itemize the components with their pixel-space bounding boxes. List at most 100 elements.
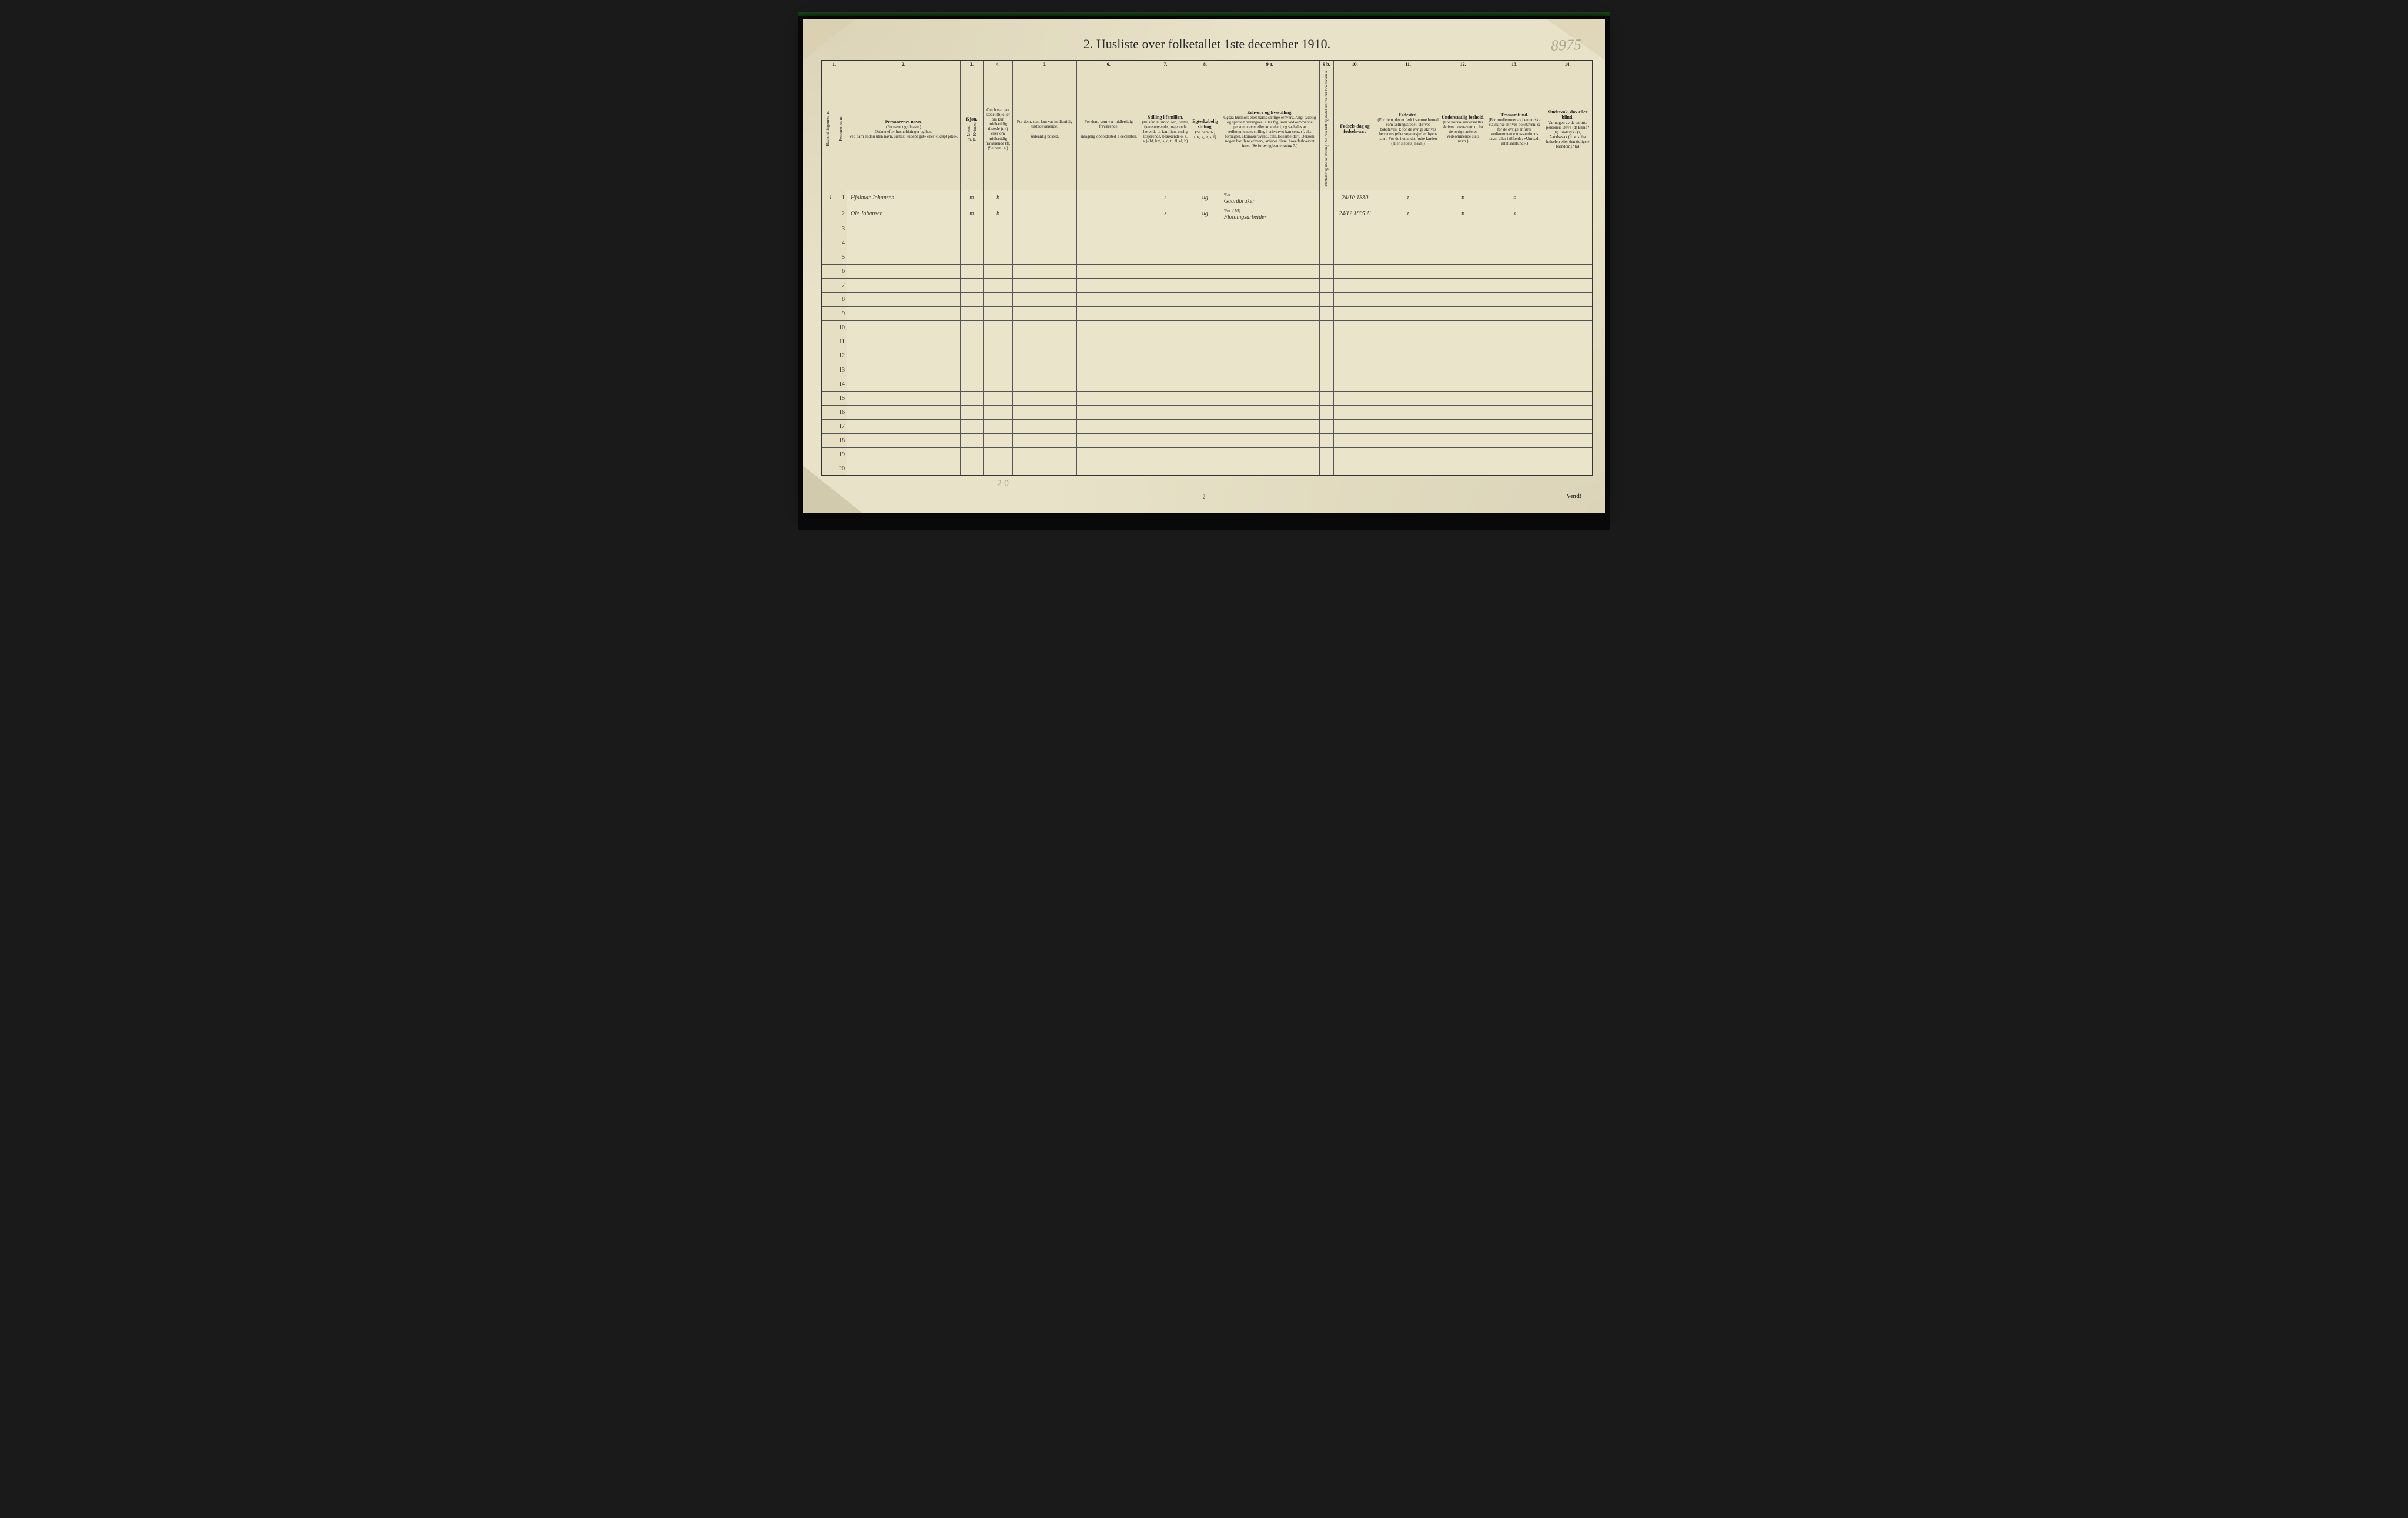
- cell-birthplace: t: [1376, 206, 1440, 222]
- cell-hh-nr: [821, 250, 834, 264]
- cell-empty: [1076, 391, 1141, 405]
- cell-empty: [1141, 405, 1190, 419]
- cell-hh-nr: [821, 419, 834, 433]
- cell-empty: [1333, 292, 1376, 306]
- cell-sex: [961, 320, 984, 335]
- cell-empty: [1440, 306, 1486, 320]
- cell-empty: [1486, 250, 1543, 264]
- cell-empty: [1486, 405, 1543, 419]
- cell-empty: [1333, 236, 1376, 250]
- cell-empty: [983, 363, 1013, 377]
- cell-sex: [961, 433, 984, 447]
- table-row: 14: [821, 377, 1593, 391]
- cell-empty: [1543, 320, 1593, 335]
- cell-empty: [1333, 447, 1376, 462]
- cell-sex: [961, 447, 984, 462]
- cell-empty: [1220, 222, 1319, 236]
- cell-empty: [1543, 335, 1593, 349]
- cell-empty: [983, 447, 1013, 462]
- cell-empty: [1319, 335, 1333, 349]
- cell-empty: [1333, 278, 1376, 292]
- cell-hh-nr: [821, 462, 834, 476]
- cell-empty: [1440, 264, 1486, 278]
- table-row: 17: [821, 419, 1593, 433]
- cell-birthdate: 24/12 1895 !!: [1333, 206, 1376, 222]
- cell-empty: [1333, 222, 1376, 236]
- cell-empty: [1013, 335, 1077, 349]
- cell-empty: [1076, 363, 1141, 377]
- cell-name: [847, 278, 960, 292]
- cell-hh-nr: [821, 349, 834, 363]
- cell-name: [847, 292, 960, 306]
- top-green-bar: [798, 12, 1610, 16]
- cell-person-nr: 17: [834, 419, 847, 433]
- cell-name: [847, 335, 960, 349]
- cell-empty: [1376, 447, 1440, 462]
- cell-empty: [1190, 419, 1220, 433]
- cell-empty: [1076, 278, 1141, 292]
- cell-empty: [1013, 377, 1077, 391]
- header-hh-nr: Husholdningernes nr.: [821, 68, 834, 190]
- cell-name: [847, 405, 960, 419]
- cell-empty: [1486, 264, 1543, 278]
- cell-occupation: %o. (10)Flötningsarbeider: [1220, 206, 1319, 222]
- cell-family-status: s: [1141, 190, 1190, 206]
- cell-hh-nr: [821, 320, 834, 335]
- cell-sex: [961, 292, 984, 306]
- colnum-10: 10.: [1333, 61, 1376, 68]
- cell-empty: [1333, 335, 1376, 349]
- table-row: 15: [821, 391, 1593, 405]
- cell-sex: [961, 278, 984, 292]
- cell-empty: [1376, 405, 1440, 419]
- cell-name: [847, 391, 960, 405]
- cell-empty: [1190, 433, 1220, 447]
- cell-nationality: n: [1440, 190, 1486, 206]
- document-page: 8975 2. Husliste over folketallet 1ste d…: [803, 19, 1605, 513]
- table-row: 3: [821, 222, 1593, 236]
- cell-empty: [1141, 306, 1190, 320]
- cell-empty: [1333, 320, 1376, 335]
- cell-empty: [1220, 419, 1319, 433]
- cell-empty: [1220, 250, 1319, 264]
- cell-empty: [1013, 264, 1077, 278]
- colnum-3: 3.: [961, 61, 984, 68]
- cell-person-nr: 3: [834, 222, 847, 236]
- cell-empty: [1076, 250, 1141, 264]
- cell-empty: [1319, 462, 1333, 476]
- census-table: 1. 2. 3. 4. 5. 6. 7. 8. 9 a. 9 b. 10. 11…: [821, 60, 1593, 476]
- table-row: 5: [821, 250, 1593, 264]
- cell-empty: [1376, 419, 1440, 433]
- cell-marital: ug: [1190, 206, 1220, 222]
- table-row: 9: [821, 306, 1593, 320]
- cell-empty: [983, 335, 1013, 349]
- cell-empty: [1319, 264, 1333, 278]
- cell-name: [847, 363, 960, 377]
- cell-hh-nr: [821, 363, 834, 377]
- cell-empty: [1319, 278, 1333, 292]
- cell-faith: s: [1486, 190, 1543, 206]
- cell-person-nr: 9: [834, 306, 847, 320]
- table-row: 10: [821, 320, 1593, 335]
- cell-empty: [1319, 391, 1333, 405]
- cell-disability: [1543, 190, 1593, 206]
- cell-empty: [1076, 405, 1141, 419]
- cell-empty: [1190, 391, 1220, 405]
- colnum-11: 11.: [1376, 61, 1440, 68]
- cell-empty: [1013, 433, 1077, 447]
- cell-empty: [1013, 278, 1077, 292]
- cell-name: [847, 306, 960, 320]
- cell-empty: [1190, 447, 1220, 462]
- cell-empty: [1220, 363, 1319, 377]
- cell-empty: [1543, 419, 1593, 433]
- cell-empty: [1440, 278, 1486, 292]
- cell-empty: [1440, 447, 1486, 462]
- cell-empty: [1076, 222, 1141, 236]
- cell-empty: [1543, 222, 1593, 236]
- cell-person-nr: 1: [834, 190, 847, 206]
- header-occupation: Erhverv og livsstilling. Ogsaa husmors e…: [1220, 68, 1319, 190]
- cell-empty: [983, 264, 1013, 278]
- cell-empty: [983, 278, 1013, 292]
- cell-hh-nr: [821, 222, 834, 236]
- cell-empty: [983, 405, 1013, 419]
- cell-empty: [1220, 320, 1319, 335]
